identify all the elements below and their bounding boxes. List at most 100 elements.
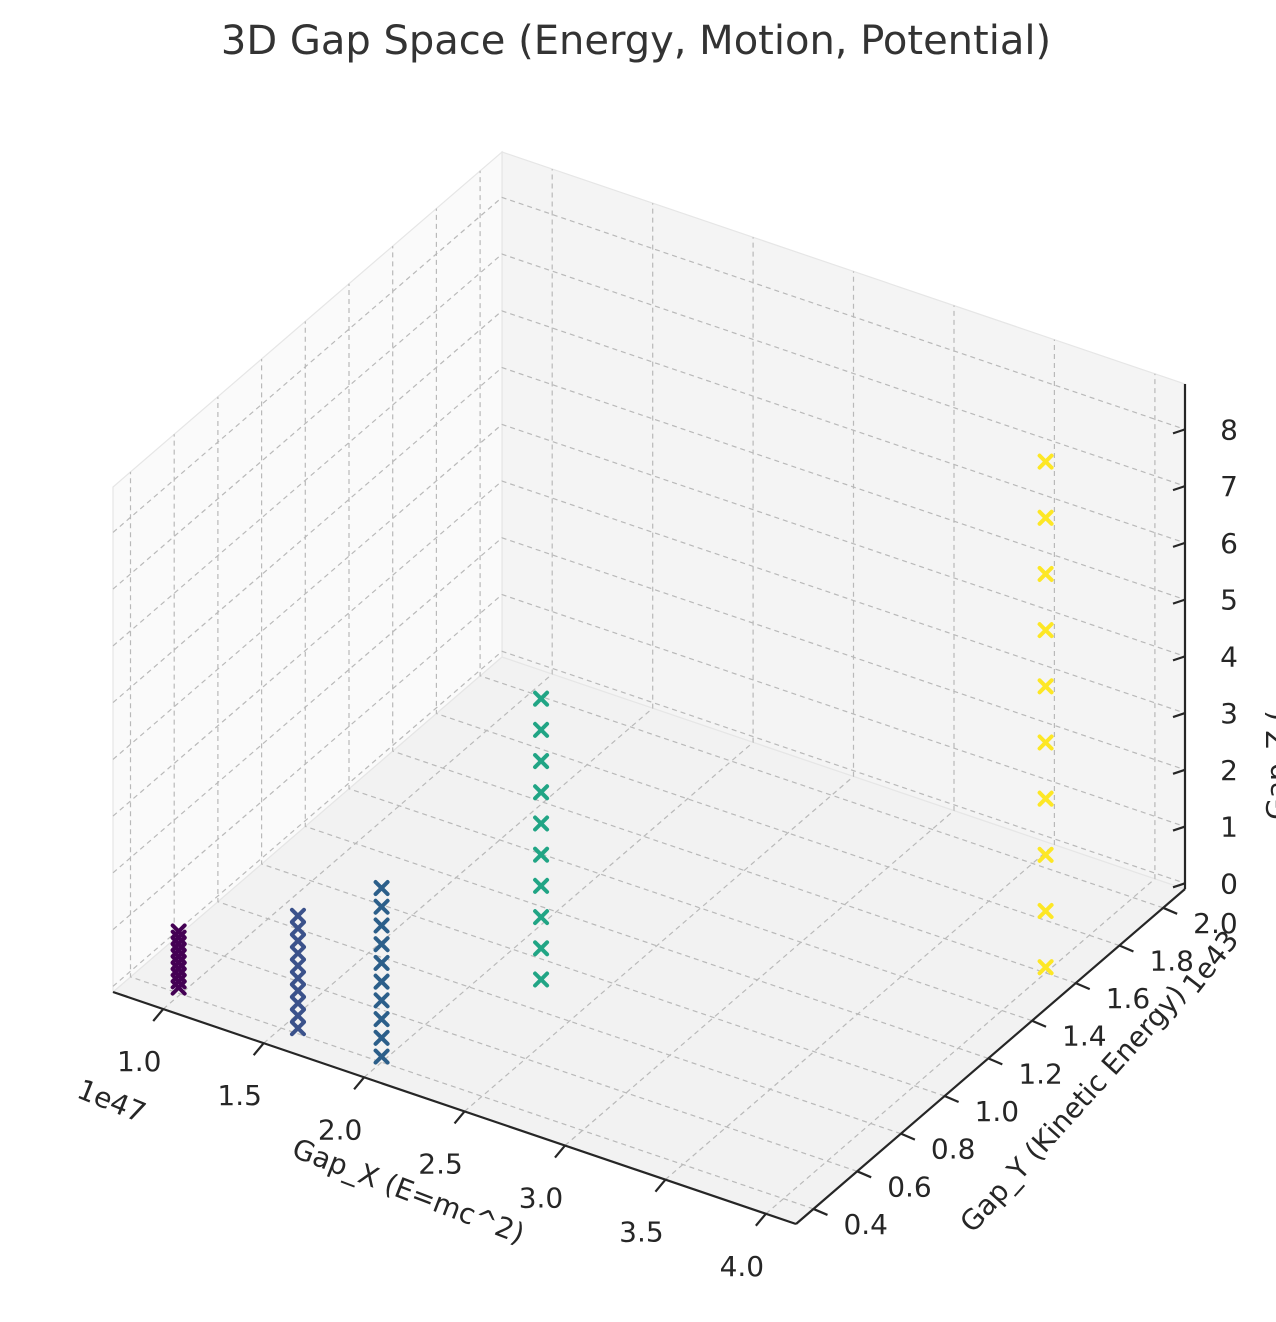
scatter-point-series-3 xyxy=(533,753,550,770)
y-tick xyxy=(987,1057,1003,1066)
scatter-point-series-4 xyxy=(1037,453,1054,470)
scatter-point-series-2 xyxy=(373,917,390,934)
z-tick-label: 2 xyxy=(1220,754,1238,787)
z-tick-label: 1 xyxy=(1220,811,1238,844)
scatter-point-series-4 xyxy=(1037,790,1054,807)
x-tick xyxy=(654,1178,667,1193)
y-tick-label: 0.8 xyxy=(931,1133,976,1166)
y-tick xyxy=(813,1207,828,1216)
scatter-point-series-1 xyxy=(289,982,306,999)
z-tick-label: 6 xyxy=(1220,527,1238,560)
grid-line-y xyxy=(129,471,814,1210)
x-tick xyxy=(755,1213,767,1227)
side-pane xyxy=(112,150,503,994)
grid-line-z xyxy=(112,366,1186,704)
y-tick-label: 1.2 xyxy=(1018,1057,1063,1090)
y-tick-label: 0.6 xyxy=(887,1170,932,1203)
x-axis-line xyxy=(112,990,797,1226)
scatter-point-series-1 xyxy=(289,932,306,949)
grid-line-x xyxy=(162,169,553,1010)
scatter-point-series-4 xyxy=(1037,903,1054,920)
scatter-point-series-2 xyxy=(373,1011,390,1028)
grid-line-z xyxy=(112,310,1186,647)
grid-lines xyxy=(112,169,1186,1215)
x-tick xyxy=(353,1076,365,1090)
grid-line-x xyxy=(665,339,1056,1181)
scatter-point-series-4 xyxy=(1037,734,1054,751)
scatter-point-series-4 xyxy=(1037,509,1054,526)
scatter-point-series-2 xyxy=(373,992,390,1009)
x-tick xyxy=(152,1008,165,1022)
x-tick xyxy=(453,1110,466,1125)
chart-title: 3D Gap Space (Energy, Motion, Potential) xyxy=(221,18,1051,64)
z-tick xyxy=(1172,485,1186,492)
z-tick xyxy=(1172,655,1186,662)
grid-line-z xyxy=(112,650,1186,987)
y-tick xyxy=(900,1132,916,1141)
scatter-point-series-3 xyxy=(533,846,550,863)
z-tick-label: 0 xyxy=(1220,867,1238,900)
scatter-point-series-3 xyxy=(533,721,550,738)
grid-line-x xyxy=(363,237,754,1078)
grid-line-x xyxy=(263,203,654,1044)
grid-line-z xyxy=(112,480,1186,817)
scatter-point-series-2 xyxy=(373,880,390,897)
z-tick-label: 3 xyxy=(1220,697,1238,730)
x-tick-label: 1.5 xyxy=(217,1079,262,1112)
y-tick xyxy=(944,1095,960,1104)
z-tick xyxy=(1172,882,1186,889)
x-axis-label: Gap_X (E=mc^2) xyxy=(288,1132,529,1251)
z-tick-label: 7 xyxy=(1220,470,1238,503)
y-tick xyxy=(1162,906,1178,915)
y-tick-label: 1.4 xyxy=(1062,1020,1107,1053)
scatter-point-series-2 xyxy=(373,1029,390,1046)
x-tick-label: 1.0 xyxy=(117,1045,162,1078)
scatter-point-series-3 xyxy=(533,940,550,957)
scatter-point-series-3 xyxy=(533,690,550,707)
scatter-point-series-4 xyxy=(1037,565,1054,582)
y-tick-label: 1.0 xyxy=(975,1095,1020,1128)
scatter-point-series-4 xyxy=(1037,678,1054,695)
grid-line-y xyxy=(217,396,902,1135)
scatter-point-series-2 xyxy=(373,973,390,990)
grid-line-x xyxy=(765,373,1156,1215)
x-tick xyxy=(554,1144,566,1159)
z-tick xyxy=(1172,428,1186,435)
grid-line-x xyxy=(564,305,955,1146)
y-tick xyxy=(856,1170,872,1179)
z-tick xyxy=(1172,541,1186,548)
z-tick-label: 4 xyxy=(1220,640,1238,673)
scatter-point-series-1 xyxy=(289,945,306,962)
grid-line-y xyxy=(392,246,1076,984)
y-tick-label: 0.4 xyxy=(843,1208,888,1241)
scatter-point-series-1 xyxy=(289,907,306,924)
scatter-point-series-2 xyxy=(373,1048,390,1065)
grid-line-y xyxy=(304,321,989,1059)
scatter-point-series-3 xyxy=(533,815,550,832)
grid-line-z xyxy=(112,593,1186,931)
x-tick-label: 3.0 xyxy=(519,1182,564,1215)
z-tick xyxy=(1172,768,1186,775)
x-tick-label: 3.5 xyxy=(619,1216,664,1249)
scatter-point-series-0 xyxy=(170,923,187,940)
grid-line-z xyxy=(112,253,1186,590)
grid-line-z xyxy=(112,537,1186,874)
scatter-point-series-1 xyxy=(289,970,306,987)
y-tick xyxy=(1075,982,1091,991)
scatter-point-series-4 xyxy=(1037,622,1054,639)
tick-labels: 1.0 1.5 2.0 2.5 3.0 3.5 4.0 0.4 0.6 0.8 1.0 1.2 1.4 1… xyxy=(117,413,1238,1282)
scatter-point-series-3 xyxy=(533,909,550,926)
x-tick-label: 2.0 xyxy=(318,1113,363,1146)
scatter-point-series-1 xyxy=(289,957,306,974)
grid-line-x xyxy=(464,271,855,1112)
z-tick xyxy=(1172,712,1186,719)
axis-lines xyxy=(112,384,1187,1227)
y-tick-label: 1.6 xyxy=(1106,982,1151,1015)
scatter-point-series-3 xyxy=(533,971,550,988)
y-tick xyxy=(1031,1019,1047,1028)
z-axis-label: Gap_Z ( xyxy=(1260,710,1276,820)
x-tick-label: 2.5 xyxy=(418,1147,463,1180)
grid-line-y xyxy=(435,208,1120,947)
z-tick xyxy=(1172,825,1186,832)
